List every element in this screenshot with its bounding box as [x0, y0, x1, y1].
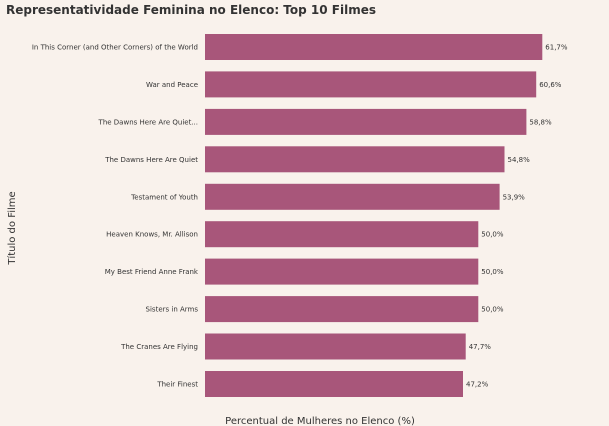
bar — [205, 34, 543, 60]
value-label: 60,6% — [539, 81, 562, 89]
category-label: In This Corner (and Other Corners) of th… — [32, 44, 198, 52]
value-label: 47,2% — [466, 381, 489, 389]
x-axis-label: Percentual de Mulheres no Elenco (%) — [225, 416, 415, 426]
value-label: 47,7% — [469, 343, 492, 351]
category-label: The Dawns Here Are Quiet... — [98, 118, 198, 126]
bar — [205, 258, 479, 285]
bar — [205, 221, 479, 248]
y-axis-label: Título do Filme — [6, 191, 18, 265]
category-label: The Dawns Here Are Quiet — [104, 156, 198, 164]
bar — [205, 146, 505, 173]
category-label: Their Finest — [156, 381, 198, 389]
category-label: My Best Friend Anne Frank — [105, 268, 199, 276]
bar — [205, 108, 527, 135]
value-label: 61,7% — [545, 44, 568, 52]
value-label: 53,9% — [503, 193, 526, 201]
bar — [205, 371, 463, 397]
labels-layer: In This Corner (and Other Corners) of th… — [32, 44, 568, 389]
value-label: 50,0% — [481, 231, 504, 239]
category-label: Heaven Knows, Mr. Allison — [106, 231, 198, 239]
bar — [205, 333, 466, 360]
bar — [205, 71, 537, 98]
bar — [205, 183, 500, 210]
value-label: 58,8% — [529, 118, 552, 126]
category-label: Sisters in Arms — [146, 306, 199, 314]
category-label: The Cranes Are Flying — [120, 343, 198, 351]
value-label: 50,0% — [481, 268, 504, 276]
value-label: 50,0% — [481, 306, 504, 314]
value-label: 54,8% — [508, 156, 531, 164]
bar — [205, 296, 479, 323]
category-label: War and Peace — [146, 81, 198, 89]
bars-layer — [205, 34, 543, 397]
chart-title: Representatividade Feminina no Elenco: T… — [6, 3, 376, 17]
category-label: Testament of Youth — [130, 193, 198, 201]
